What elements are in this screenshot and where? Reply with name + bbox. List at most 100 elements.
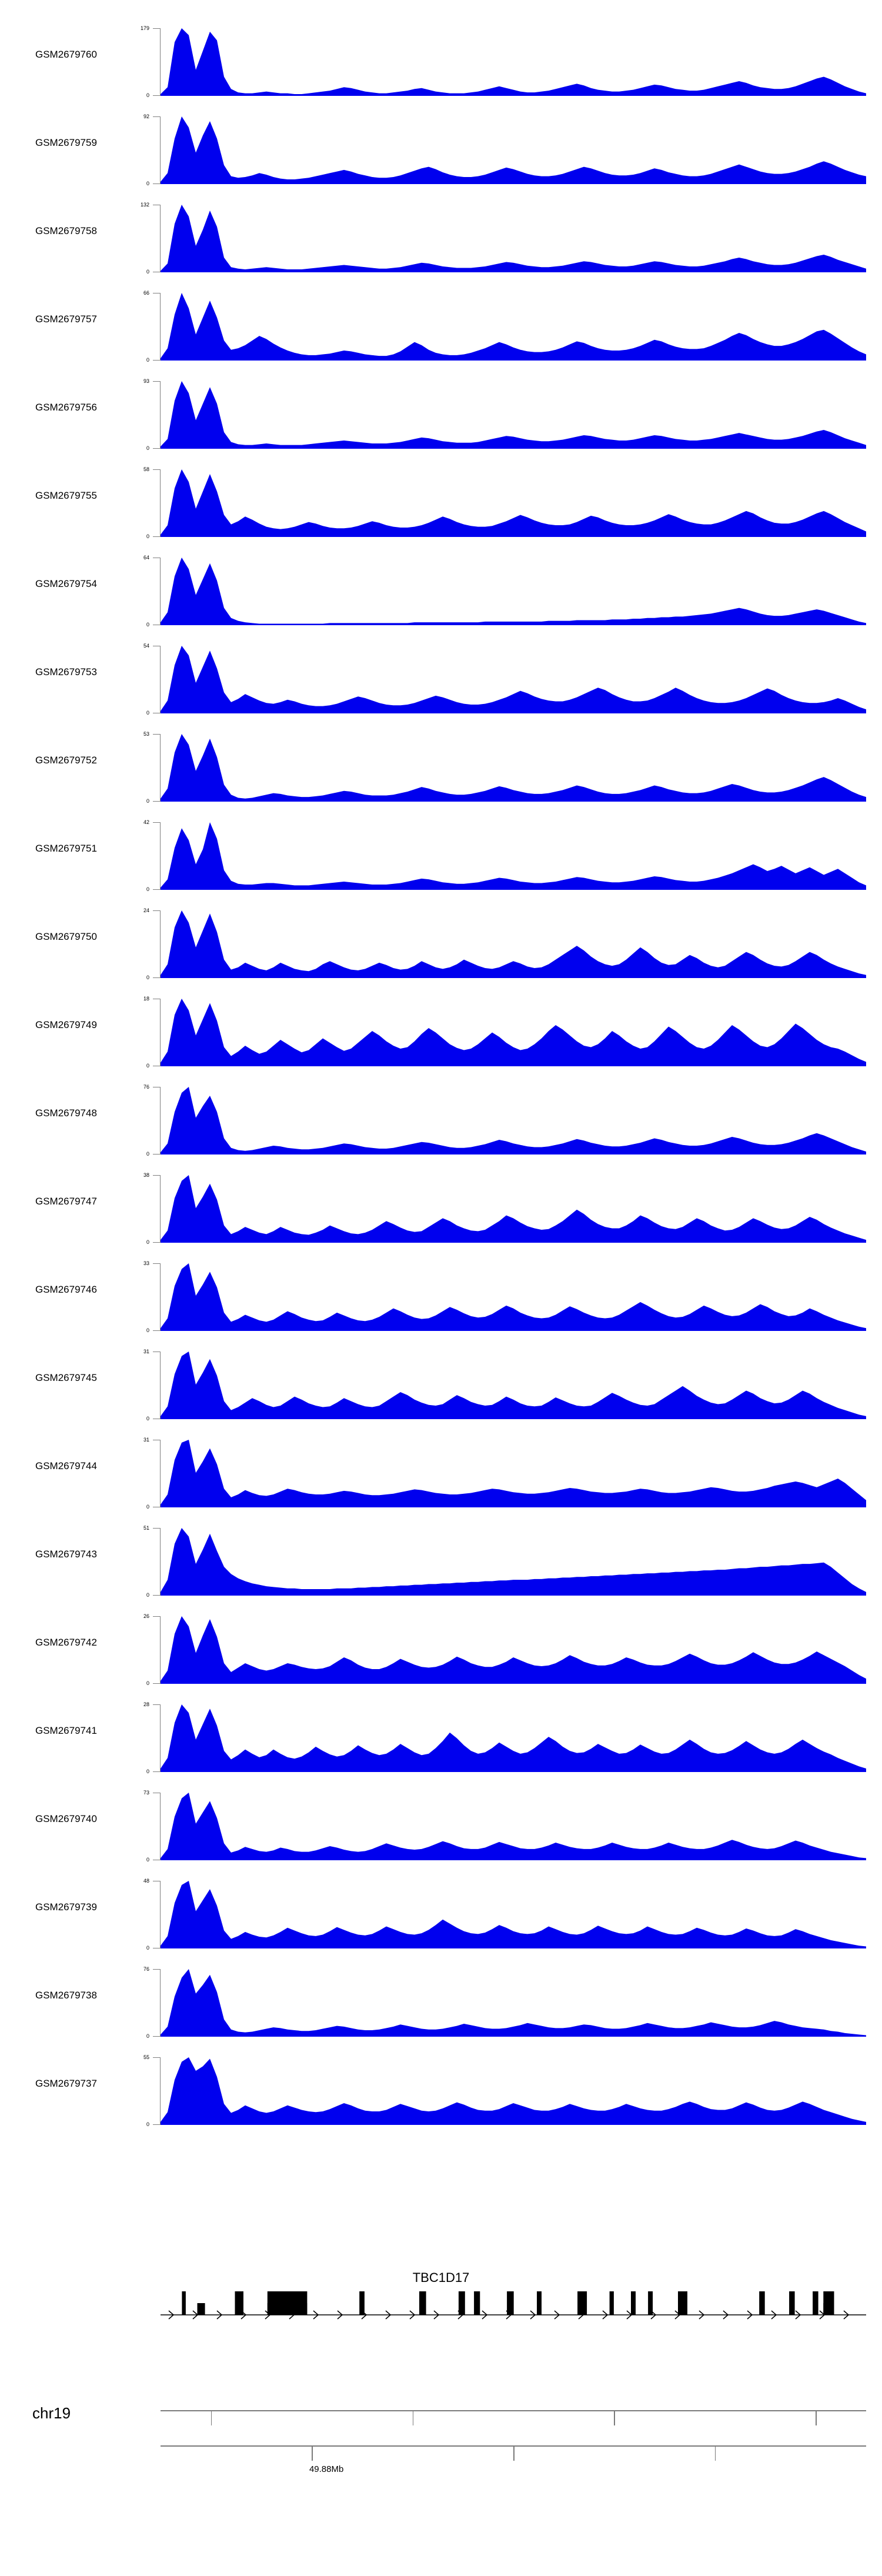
y-axis-tick-min [153, 1594, 161, 1596]
y-axis-min-value: 0 [146, 1327, 149, 1333]
y-axis-line [160, 381, 161, 449]
track-sample-label: GSM2679737 [35, 2078, 97, 2089]
y-axis-tick-min [153, 536, 161, 537]
y-axis-min-value: 0 [146, 1592, 149, 1598]
track-y-axis: 24 0 [141, 908, 165, 980]
axis-tick-minor [211, 2410, 212, 2425]
track-sample-label: GSM2679753 [35, 666, 97, 678]
y-axis-line [160, 1969, 161, 2037]
track-coverage-plot[interactable] [161, 910, 866, 978]
track-sample-label: GSM2679741 [35, 1725, 97, 1736]
track-sample-label: GSM2679746 [35, 1284, 97, 1295]
y-axis-min-value: 0 [146, 2121, 149, 2127]
y-axis-max-value: 31 [143, 1349, 149, 1354]
y-axis-min-value: 0 [146, 445, 149, 451]
track-coverage-plot[interactable] [161, 1704, 866, 1772]
track-coverage-plot[interactable] [161, 1793, 866, 1860]
track-coverage-plot[interactable] [161, 1175, 866, 1243]
track-coverage-plot[interactable] [161, 558, 866, 625]
track-y-axis: 28 0 [141, 1702, 165, 1774]
y-axis-tick-min [153, 1242, 161, 1243]
track-coverage-plot[interactable] [161, 1352, 866, 1419]
track-sample-label: GSM2679751 [35, 843, 97, 854]
y-axis-tick-min [153, 1330, 161, 1331]
y-axis-max-value: 31 [143, 1437, 149, 1443]
y-axis-max-value: 76 [143, 1966, 149, 1972]
track-y-axis: 38 0 [141, 1173, 165, 1245]
y-axis-tick-min [153, 448, 161, 449]
track-coverage-plot[interactable] [161, 734, 866, 802]
track-sample-label: GSM2679747 [35, 1196, 97, 1207]
y-axis-line [160, 1175, 161, 1243]
track-coverage-plot[interactable] [161, 381, 866, 449]
track-y-axis: 55 0 [141, 2055, 165, 2127]
y-axis-max-value: 93 [143, 378, 149, 384]
coverage-track: GSM2679750 24 0 [0, 899, 882, 987]
track-sample-label: GSM2679744 [35, 1460, 97, 1471]
track-coverage-plot[interactable] [161, 28, 866, 96]
track-coverage-plot[interactable] [161, 822, 866, 890]
y-axis-min-value: 0 [146, 1239, 149, 1245]
y-axis-max-value: 28 [143, 1701, 149, 1707]
coverage-track: GSM2679742 26 0 [0, 1604, 882, 1693]
track-coverage-plot[interactable] [161, 999, 866, 1066]
track-y-axis: 132 0 [141, 202, 165, 275]
coordinate-label: 49.88Mb [309, 2464, 344, 2474]
track-coverage-plot[interactable] [161, 205, 866, 272]
track-coverage-plot[interactable] [161, 1528, 866, 1596]
track-y-axis: 33 0 [141, 1261, 165, 1333]
coverage-track: GSM2679749 18 0 [0, 987, 882, 1075]
coverage-track: GSM2679757 66 0 [0, 281, 882, 369]
y-axis-min-value: 0 [146, 92, 149, 98]
track-sample-label: GSM2679755 [35, 490, 97, 501]
y-axis-tick-min [153, 2036, 161, 2037]
coverage-track: GSM2679754 64 0 [0, 546, 882, 634]
coverage-track: GSM2679753 54 0 [0, 634, 882, 722]
y-axis-min-value: 0 [146, 1504, 149, 1510]
coverage-track: GSM2679744 31 0 [0, 1428, 882, 1516]
coverage-track: GSM2679745 31 0 [0, 1340, 882, 1428]
track-y-axis: 66 0 [141, 291, 165, 363]
track-sample-label: GSM2679750 [35, 931, 97, 942]
axis-tick-major [714, 2445, 716, 2461]
track-coverage-plot[interactable] [161, 1087, 866, 1154]
y-axis-tick-max [153, 381, 161, 382]
chromosome-label: chr19 [32, 2404, 71, 2422]
y-axis-line [160, 1704, 161, 1772]
y-axis-tick-max [153, 469, 161, 471]
track-coverage-plot[interactable] [161, 293, 866, 361]
y-axis-min-value: 0 [146, 1769, 149, 1774]
track-coverage-plot[interactable] [161, 646, 866, 713]
track-coverage-plot[interactable] [161, 2057, 866, 2125]
y-axis-max-value: 26 [143, 1613, 149, 1619]
y-axis-max-value: 76 [143, 1084, 149, 1090]
coverage-track: GSM2679760 179 0 [0, 16, 882, 105]
y-axis-line [160, 1352, 161, 1419]
track-sample-label: GSM2679743 [35, 1549, 97, 1560]
coverage-track: GSM2679746 33 0 [0, 1252, 882, 1340]
track-coverage-plot[interactable] [161, 469, 866, 537]
track-y-axis: 76 0 [141, 1967, 165, 2039]
y-axis-max-value: 64 [143, 555, 149, 560]
y-axis-tick-min [153, 800, 161, 802]
y-axis-tick-min [153, 1771, 161, 1772]
track-coverage-plot[interactable] [161, 1616, 866, 1684]
gene-glyph[interactable] [161, 2288, 866, 2329]
track-y-axis: 53 0 [141, 732, 165, 804]
track-coverage-plot[interactable] [161, 1440, 866, 1507]
y-axis-max-value: 54 [143, 643, 149, 649]
y-axis-tick-min [153, 889, 161, 890]
y-axis-tick-min [153, 1683, 161, 1684]
y-axis-line [160, 205, 161, 272]
track-coverage-plot[interactable] [161, 1969, 866, 2037]
y-axis-line [160, 1440, 161, 1507]
coverage-track: GSM2679741 28 0 [0, 1693, 882, 1781]
gene-label: TBC1D17 [412, 2270, 470, 2285]
y-axis-tick-max [153, 822, 161, 823]
coverage-track: GSM2679758 132 0 [0, 193, 882, 281]
track-coverage-plot[interactable] [161, 1263, 866, 1331]
track-coverage-plot[interactable] [161, 1881, 866, 1948]
track-coverage-plot[interactable] [161, 116, 866, 184]
track-y-axis: 48 0 [141, 1878, 165, 1951]
